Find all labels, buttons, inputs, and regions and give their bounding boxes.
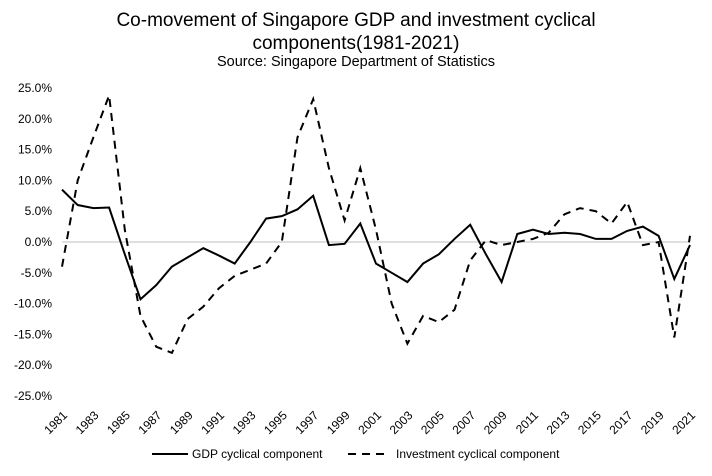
y-tick-label: -15.0% — [14, 327, 52, 341]
x-tick-label: 2009 — [481, 408, 510, 437]
chart-title-line-2: components(1981-2021) — [252, 33, 460, 54]
x-tick-label: 1981 — [41, 408, 70, 437]
y-tick-label: -5.0% — [21, 266, 53, 280]
x-tick-label: 1989 — [167, 408, 196, 437]
legend-label-gdp: GDP cyclical component — [192, 447, 323, 461]
x-axis: 1981 1983 1985 1987 1989 1991 1993 1995 1997 1999… — [41, 241, 698, 437]
chart-subtitle: Source: Singapore Department of Statisti… — [216, 54, 496, 70]
y-axis: 25.0% 20.0% 15.0% 10.0% 5.0% 0.0% -5.0% -10.0% -… — [14, 81, 52, 403]
x-tick-label: 2001 — [355, 408, 384, 437]
y-tick-label: 15.0% — [18, 143, 52, 157]
y-tick-label: 20.0% — [18, 112, 52, 126]
series-layer — [61, 95, 691, 355]
x-tick-label: 1995 — [261, 408, 290, 437]
x-tick-label: 2011 — [513, 408, 541, 436]
x-tick-label: 1993 — [230, 408, 259, 437]
legend: GDP cyclical component Investment cyclica… — [152, 447, 560, 461]
legend-label-investment: Investment cyclical component — [396, 447, 560, 461]
investment-series-line — [61, 95, 691, 355]
y-tick-label: -10.0% — [14, 297, 52, 311]
x-tick-label: 2013 — [544, 408, 573, 437]
x-tick-label: 1985 — [104, 408, 133, 437]
gdp-series-line — [61, 188, 691, 302]
y-tick-label: 10.0% — [18, 173, 52, 187]
x-tick-label: 1997 — [293, 408, 322, 437]
x-tick-label: 1991 — [198, 408, 227, 437]
y-tick-label: 25.0% — [18, 81, 52, 95]
y-tick-label: -25.0% — [14, 389, 52, 403]
x-tick-label: 2005 — [418, 408, 447, 437]
x-tick-label: 1999 — [324, 408, 353, 437]
x-tick-label: 2017 — [607, 408, 636, 437]
x-tick-label: 1983 — [73, 408, 102, 437]
x-tick-label: 1987 — [136, 408, 165, 437]
y-tick-label: -20.0% — [14, 358, 52, 372]
chart-title: Co-movement of Singapore GDP and investm… — [116, 10, 596, 31]
x-tick-label: 2019 — [638, 408, 667, 437]
x-tick-label: 2007 — [450, 408, 479, 437]
y-tick-label: 0.0% — [25, 235, 53, 249]
y-tick-label: 5.0% — [25, 204, 53, 218]
x-tick-label: 2015 — [575, 408, 604, 437]
x-tick-label: 2003 — [387, 408, 416, 437]
x-tick-label: 2021 — [669, 408, 698, 437]
